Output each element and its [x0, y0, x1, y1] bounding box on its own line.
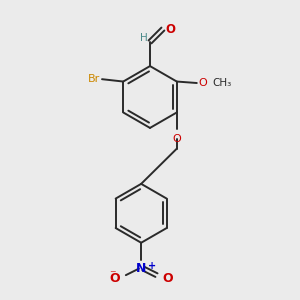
Text: O: O — [162, 272, 173, 285]
Text: Br: Br — [87, 74, 100, 84]
Text: O: O — [109, 272, 120, 285]
Text: ⁻: ⁻ — [109, 268, 116, 281]
Text: +: + — [148, 261, 156, 271]
Text: O: O — [172, 134, 181, 144]
Text: O: O — [165, 22, 175, 35]
Text: O: O — [198, 78, 207, 88]
Text: CH₃: CH₃ — [212, 78, 231, 88]
Text: H: H — [140, 33, 147, 43]
Text: N: N — [136, 262, 146, 275]
